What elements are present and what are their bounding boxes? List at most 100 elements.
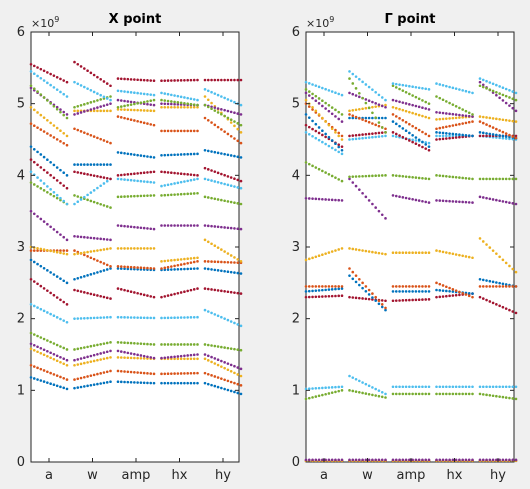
data-point <box>454 385 458 389</box>
data-point <box>210 105 213 109</box>
data-point <box>377 394 381 398</box>
data-point <box>163 343 167 346</box>
data-point <box>371 292 374 295</box>
data-point <box>448 117 451 120</box>
data-point <box>408 197 411 200</box>
data-point <box>119 267 123 270</box>
data-point <box>321 393 324 397</box>
data-point <box>435 281 438 285</box>
data-point <box>173 258 176 262</box>
data-point <box>206 382 210 386</box>
data-point <box>421 106 424 110</box>
data-point <box>86 355 89 359</box>
data-point <box>163 184 167 187</box>
data-point <box>105 247 109 251</box>
data-point <box>92 353 96 357</box>
data-point <box>377 93 381 97</box>
data-point <box>233 291 236 294</box>
data-point <box>394 392 398 396</box>
data-point <box>92 293 96 296</box>
data-point <box>116 356 120 359</box>
data-point <box>408 290 411 293</box>
data-point <box>220 108 223 111</box>
data-point <box>39 379 43 382</box>
data-point <box>76 386 80 389</box>
data-point <box>464 133 468 137</box>
data-point <box>92 383 96 386</box>
data-point <box>109 247 112 250</box>
data-point <box>471 385 474 389</box>
data-point <box>421 140 424 144</box>
data-point <box>448 175 451 178</box>
data-point <box>29 122 33 126</box>
data-point <box>371 132 374 135</box>
data-point <box>384 103 387 107</box>
data-point <box>417 458 421 462</box>
data-point <box>52 273 56 276</box>
data-point <box>498 136 501 140</box>
data-point <box>216 289 220 292</box>
data-point <box>508 201 511 204</box>
data-point <box>239 392 243 396</box>
data-point <box>136 381 139 384</box>
data-point <box>189 97 193 101</box>
data-point <box>451 132 455 136</box>
data-point <box>401 251 405 255</box>
data-point <box>371 393 374 397</box>
data-point <box>384 299 387 303</box>
data-point <box>183 96 186 99</box>
data-point <box>367 392 371 396</box>
data-point <box>508 285 511 288</box>
data-point <box>321 295 324 298</box>
data-point <box>160 343 163 346</box>
data-point <box>361 286 364 290</box>
data-point <box>76 104 80 108</box>
data-point <box>96 259 99 262</box>
data-point <box>133 341 136 345</box>
data-point <box>464 109 468 113</box>
data-point <box>340 458 344 462</box>
data-point <box>160 129 163 133</box>
data-point <box>220 269 223 273</box>
data-point <box>192 78 196 82</box>
series-20 <box>29 70 243 107</box>
data-point <box>351 92 355 96</box>
data-point <box>408 251 411 255</box>
data-point <box>176 381 180 385</box>
data-point <box>427 298 431 301</box>
data-point <box>421 285 424 288</box>
data-point <box>55 193 59 197</box>
data-point <box>55 354 59 358</box>
data-point <box>223 226 226 229</box>
data-point <box>380 126 384 129</box>
x-tick-label-amp: amp <box>122 468 151 483</box>
data-point <box>36 249 39 252</box>
data-point <box>367 120 371 124</box>
data-point <box>358 95 361 99</box>
data-point <box>417 385 421 389</box>
data-point <box>116 177 120 181</box>
data-point <box>511 310 515 313</box>
data-point <box>109 265 112 268</box>
data-point <box>239 260 243 263</box>
x-tick-label-amp: amp <box>397 468 426 483</box>
data-point <box>361 174 364 178</box>
data-point <box>179 101 183 105</box>
data-point <box>314 122 318 126</box>
data-point <box>371 386 374 389</box>
data-point <box>133 267 136 271</box>
data-point <box>92 73 96 77</box>
data-point <box>220 289 223 293</box>
data-point <box>206 343 210 347</box>
data-point <box>321 386 324 390</box>
data-point <box>163 259 167 263</box>
data-point <box>337 198 341 202</box>
data-point <box>119 350 123 353</box>
data-point <box>105 296 109 300</box>
data-point <box>327 288 331 291</box>
data-point <box>129 247 133 250</box>
data-point <box>36 66 39 69</box>
data-point <box>149 123 153 126</box>
data-point <box>324 295 327 298</box>
data-point <box>116 105 120 109</box>
